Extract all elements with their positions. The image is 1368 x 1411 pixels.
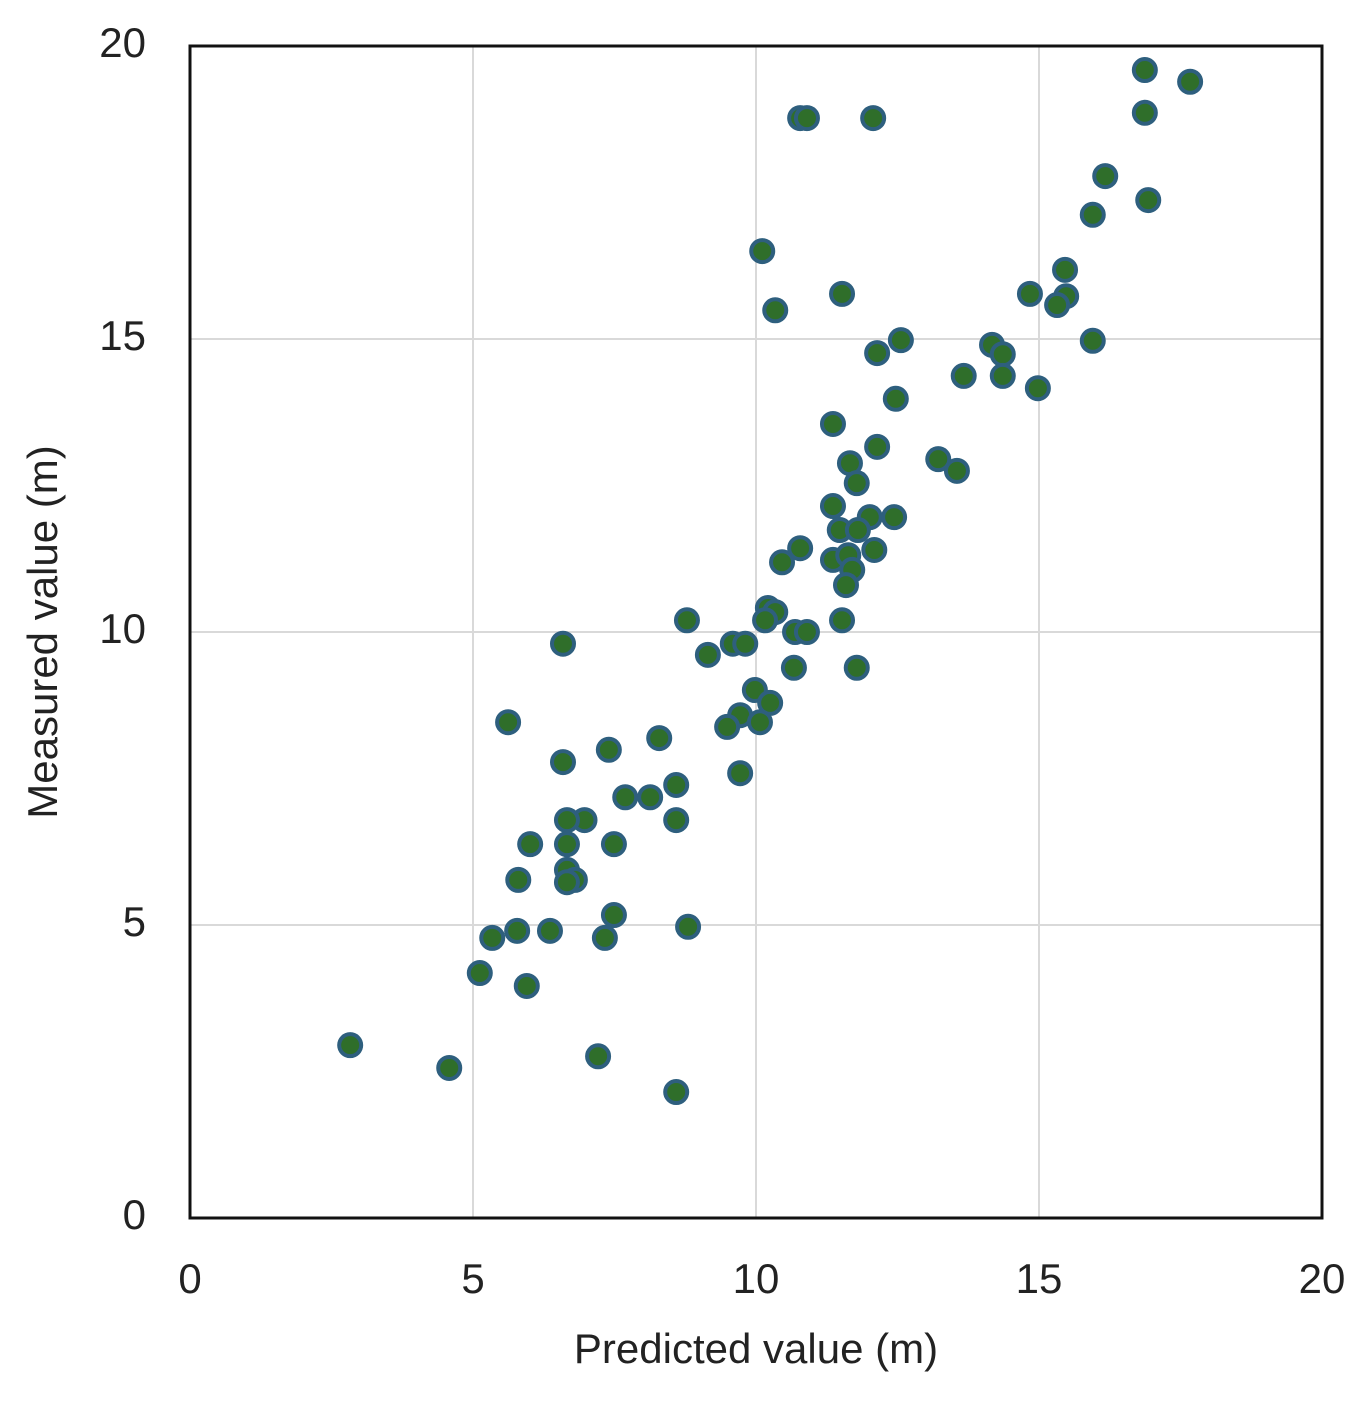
y-axis-label: Measured value (m) [19, 445, 66, 818]
point [466, 960, 493, 987]
point [882, 385, 909, 412]
x-tick-label: 0 [178, 1255, 201, 1302]
point [727, 760, 754, 787]
point [504, 917, 531, 944]
point [832, 572, 859, 599]
x-tick-label: 15 [1016, 1255, 1063, 1302]
point [675, 913, 702, 940]
y-tick-label: 20 [99, 19, 146, 66]
point [943, 457, 970, 484]
point [553, 869, 580, 896]
point [553, 831, 580, 858]
point [793, 619, 820, 645]
point [517, 831, 544, 858]
point [505, 866, 532, 893]
point [600, 902, 627, 929]
point [864, 433, 891, 460]
point [612, 784, 639, 811]
point [1135, 187, 1162, 214]
point [1092, 163, 1119, 190]
point [553, 807, 580, 834]
point [1044, 292, 1071, 319]
point [829, 607, 856, 634]
y-tick-label: 0 [123, 1191, 146, 1238]
point [436, 1054, 463, 1081]
point [780, 654, 807, 681]
point [646, 725, 673, 752]
point [663, 807, 690, 834]
point [585, 1043, 612, 1070]
point [600, 831, 627, 858]
y-tick-label: 10 [99, 605, 146, 652]
point [752, 607, 779, 634]
point [1079, 327, 1106, 354]
point [591, 924, 618, 951]
point [819, 493, 846, 520]
point [925, 446, 952, 473]
point [881, 504, 908, 531]
plot-frame [188, 44, 1324, 1220]
point [1177, 68, 1204, 95]
point [887, 327, 914, 354]
point [861, 536, 888, 563]
x-tick-label: 20 [1299, 1255, 1346, 1302]
x-tick-label: 5 [461, 1255, 484, 1302]
point [337, 1032, 364, 1059]
point [757, 689, 784, 716]
point [1016, 280, 1043, 307]
point [732, 630, 759, 657]
point [549, 630, 576, 657]
point [714, 713, 741, 740]
x-tick-label: 10 [733, 1255, 780, 1302]
point [950, 362, 977, 389]
point [673, 607, 700, 634]
point [637, 784, 664, 811]
point [663, 1079, 690, 1106]
point [536, 917, 563, 944]
point [749, 238, 776, 265]
point [762, 297, 789, 324]
point [663, 771, 690, 798]
point [860, 105, 887, 132]
point [1024, 375, 1051, 402]
point [787, 535, 814, 562]
point [843, 654, 870, 681]
point [595, 736, 622, 763]
point [864, 340, 891, 367]
point [829, 280, 856, 307]
point [989, 341, 1016, 368]
y-tick-label: 5 [123, 898, 146, 945]
point [513, 972, 540, 999]
y-tick-label: 15 [99, 312, 146, 359]
point [694, 641, 721, 668]
point [1131, 99, 1158, 126]
point [746, 709, 773, 736]
point [1079, 201, 1106, 228]
point [989, 362, 1016, 389]
point [495, 709, 522, 736]
point [1131, 57, 1158, 84]
point [819, 410, 846, 437]
point [769, 549, 796, 576]
point [549, 749, 576, 776]
point [844, 517, 871, 544]
point [1052, 256, 1079, 283]
point [479, 924, 506, 951]
point [843, 470, 870, 497]
point [793, 105, 820, 132]
x-axis-label: Predicted value (m) [574, 1325, 938, 1372]
